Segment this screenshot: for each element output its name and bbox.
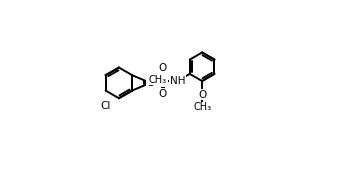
Text: O: O (198, 90, 206, 100)
Text: O: O (158, 89, 166, 99)
Text: S: S (147, 78, 153, 88)
Text: CH₃: CH₃ (149, 75, 167, 85)
Text: NH: NH (169, 76, 185, 86)
Text: CH₃: CH₃ (193, 102, 211, 112)
Text: S: S (159, 76, 165, 86)
Text: Cl: Cl (101, 101, 111, 111)
Text: O: O (158, 63, 166, 73)
